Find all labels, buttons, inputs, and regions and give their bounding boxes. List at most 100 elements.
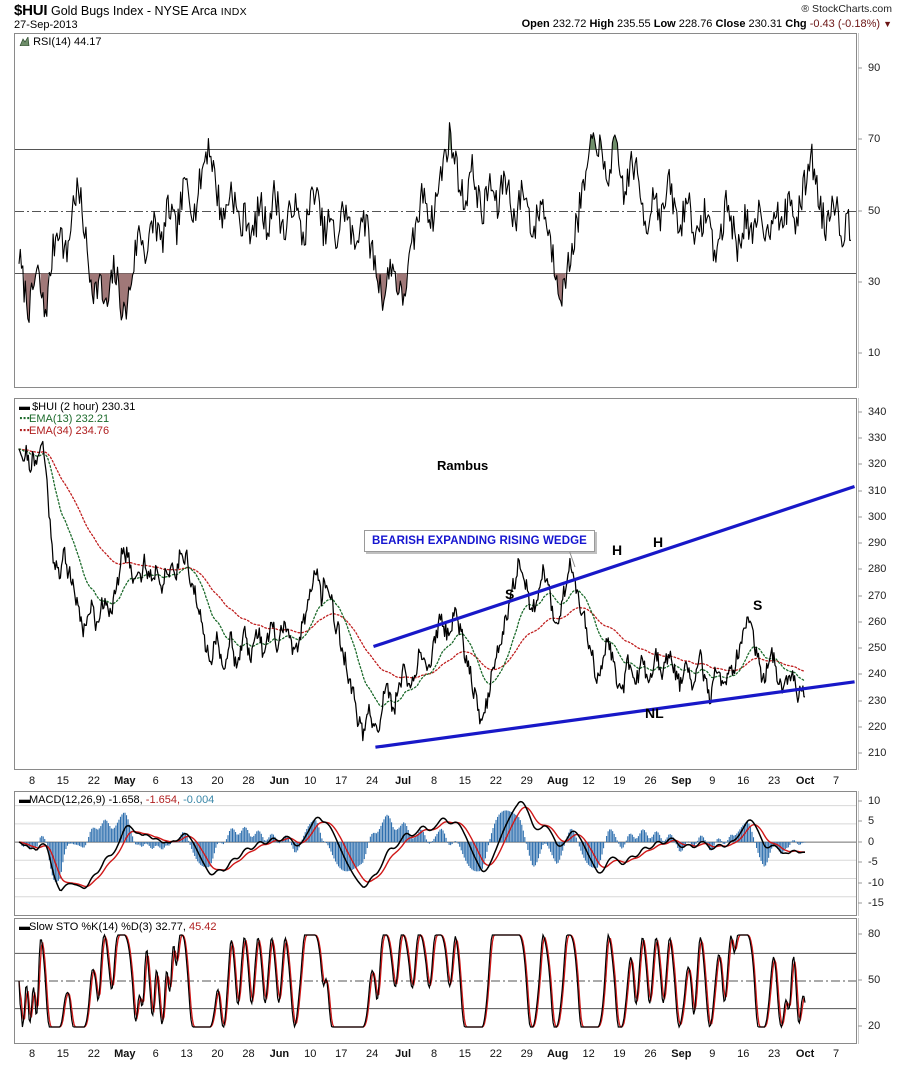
x-axis-date-label: 7 — [832, 775, 840, 787]
axis-tick-label: 310 — [868, 484, 887, 497]
axis-tick-mark — [858, 490, 862, 492]
price-line-swatch: ▬ — [19, 401, 30, 413]
x-axis-date-label: 15 — [458, 775, 472, 787]
rsi-axis: 90 70 50 30 10 — [858, 33, 900, 388]
axis-tick-mark — [858, 210, 862, 211]
axis-tick-label: -15 — [868, 897, 884, 909]
axis-tick-label: -10 — [868, 876, 884, 889]
axis-tick-mark — [858, 411, 862, 413]
x-axis-date-label: 22 — [87, 1048, 100, 1060]
bearish-wedge-annotation: BEARISH EXPANDING RISING WEDGE — [364, 530, 595, 552]
axis-tick-label: 10 — [868, 795, 881, 807]
axis-tick-mark — [858, 595, 862, 597]
axis-tick-mark — [858, 673, 862, 675]
chevron-down-icon[interactable]: ▼ — [883, 19, 892, 29]
slow-sto-axis: 80 50 20 — [858, 918, 900, 1044]
x-axis-date-label: Jun — [269, 1048, 290, 1060]
axis-tick-label: 10 — [868, 347, 881, 359]
x-axis-date-label: 8 — [28, 775, 36, 787]
axis-tick-mark — [858, 861, 862, 863]
rsi-plot — [15, 34, 856, 387]
axis-tick-mark — [858, 726, 862, 728]
ticker-exchange-tag: INDX — [220, 6, 247, 18]
axis-tick-mark — [858, 902, 862, 904]
x-axis-date-label: Jul — [395, 1048, 412, 1060]
close-value: 230.31 — [748, 18, 783, 30]
x-axis-date-label: 22 — [87, 775, 100, 787]
price-legend-text: $HUI (2 hour) 230.31 — [32, 401, 136, 413]
price-legend: ▬ $HUI (2 hour) 230.31 ⋯EMA(13) 232.21 ⋯… — [19, 401, 135, 437]
x-axis-date-label: 23 — [768, 1048, 781, 1060]
axis-tick-label: 5 — [868, 815, 875, 828]
axis-tick-mark — [858, 841, 862, 843]
axis-tick-mark — [858, 568, 862, 570]
axis-tick-mark — [858, 621, 862, 623]
x-axis-date-label: 8 — [430, 1048, 438, 1060]
macd-value-red: -1.654, — [145, 794, 181, 806]
ema13-swatch: ⋯ — [19, 413, 30, 425]
axis-tick-mark — [858, 352, 862, 354]
price-pattern-mark: NL — [645, 705, 664, 721]
slow-sto-svg — [15, 932, 856, 1029]
x-axis-date-label: 26 — [644, 775, 657, 787]
axis-tick-label: 250 — [868, 642, 887, 655]
axis-tick-mark — [858, 516, 862, 518]
axis-tick-mark — [858, 463, 862, 465]
sto-value-black: 32.77, — [155, 921, 186, 933]
price-pattern-mark: H — [653, 534, 664, 550]
x-axis-date-label: 16 — [737, 775, 750, 787]
axis-tick-label: 240 — [868, 668, 887, 681]
axis-tick-mark — [858, 1025, 862, 1027]
open-value: 232.72 — [552, 18, 587, 30]
rsi-svg — [15, 122, 856, 323]
x-axis-date-label: 6 — [152, 1048, 159, 1060]
x-axis-date-label: 19 — [613, 1048, 626, 1060]
x-axis-date-label: 8 — [28, 1048, 36, 1060]
axis-tick-label: 20 — [868, 1020, 881, 1032]
axis-tick-mark — [858, 933, 862, 935]
axis-tick-mark — [858, 542, 862, 544]
sto-value-red: 45.42 — [188, 921, 217, 933]
axis-tick-label: 0 — [868, 835, 875, 848]
x-axis-date-label: 15 — [56, 775, 70, 787]
x-axis-date-label: 7 — [832, 1048, 840, 1060]
x-axis-date-label: 22 — [489, 1048, 502, 1060]
axis-tick-mark — [858, 820, 862, 822]
x-axis-date-label: 22 — [489, 775, 502, 787]
axis-tick-label: 330 — [868, 432, 887, 445]
macd-line-swatch: ▬ — [19, 794, 30, 806]
axis-tick-label: 210 — [868, 747, 887, 759]
x-axis-date-label: 13 — [180, 1048, 193, 1060]
x-axis-date-label: 28 — [242, 775, 255, 787]
chg-value: -0.43 (-0.18%) — [809, 18, 881, 30]
slow-sto-legend: ▬Slow STO %K(14) %D(3) 32.77, 45.42 — [19, 921, 217, 933]
rsi-legend: RSI(14) 44.17 — [19, 35, 102, 49]
axis-tick-label: 50 — [868, 204, 881, 217]
x-axis-date-label: 17 — [335, 775, 348, 787]
macd-panel: ▬MACD(12,26,9) -1.658, -1.654, -0.004 — [14, 791, 857, 916]
axis-tick-label: 30 — [868, 275, 881, 288]
x-axis-date-label: 20 — [211, 1048, 224, 1060]
axis-tick-label: 290 — [868, 537, 887, 550]
x-axis-date-label: Sep — [671, 1048, 692, 1060]
x-axis-date-label: Sep — [671, 775, 692, 787]
x-axis-date-label: Aug — [546, 1048, 569, 1060]
slow-sto-plot — [15, 919, 856, 1043]
close-label: Close — [715, 18, 746, 30]
axis-tick-mark — [858, 67, 862, 69]
open-label: Open — [521, 18, 550, 30]
axis-tick-mark — [858, 882, 862, 884]
x-axis-date-label: 28 — [242, 1048, 255, 1060]
axis-tick-label: 340 — [868, 406, 887, 418]
x-axis-date-label: 17 — [335, 1048, 348, 1060]
axis-tick-label: 270 — [868, 589, 887, 602]
axis-tick-label: 320 — [868, 458, 887, 471]
axis-tick-mark — [858, 281, 862, 283]
x-axis-date-label: Oct — [795, 1048, 815, 1060]
x-axis-date-label: 24 — [366, 775, 379, 787]
axis-tick-mark — [858, 700, 862, 702]
x-axis-date-label: Aug — [546, 775, 569, 787]
rsi-panel: RSI(14) 44.17 — [14, 33, 857, 388]
axis-tick-label: 280 — [868, 563, 887, 576]
axis-tick-label: 260 — [868, 615, 887, 628]
